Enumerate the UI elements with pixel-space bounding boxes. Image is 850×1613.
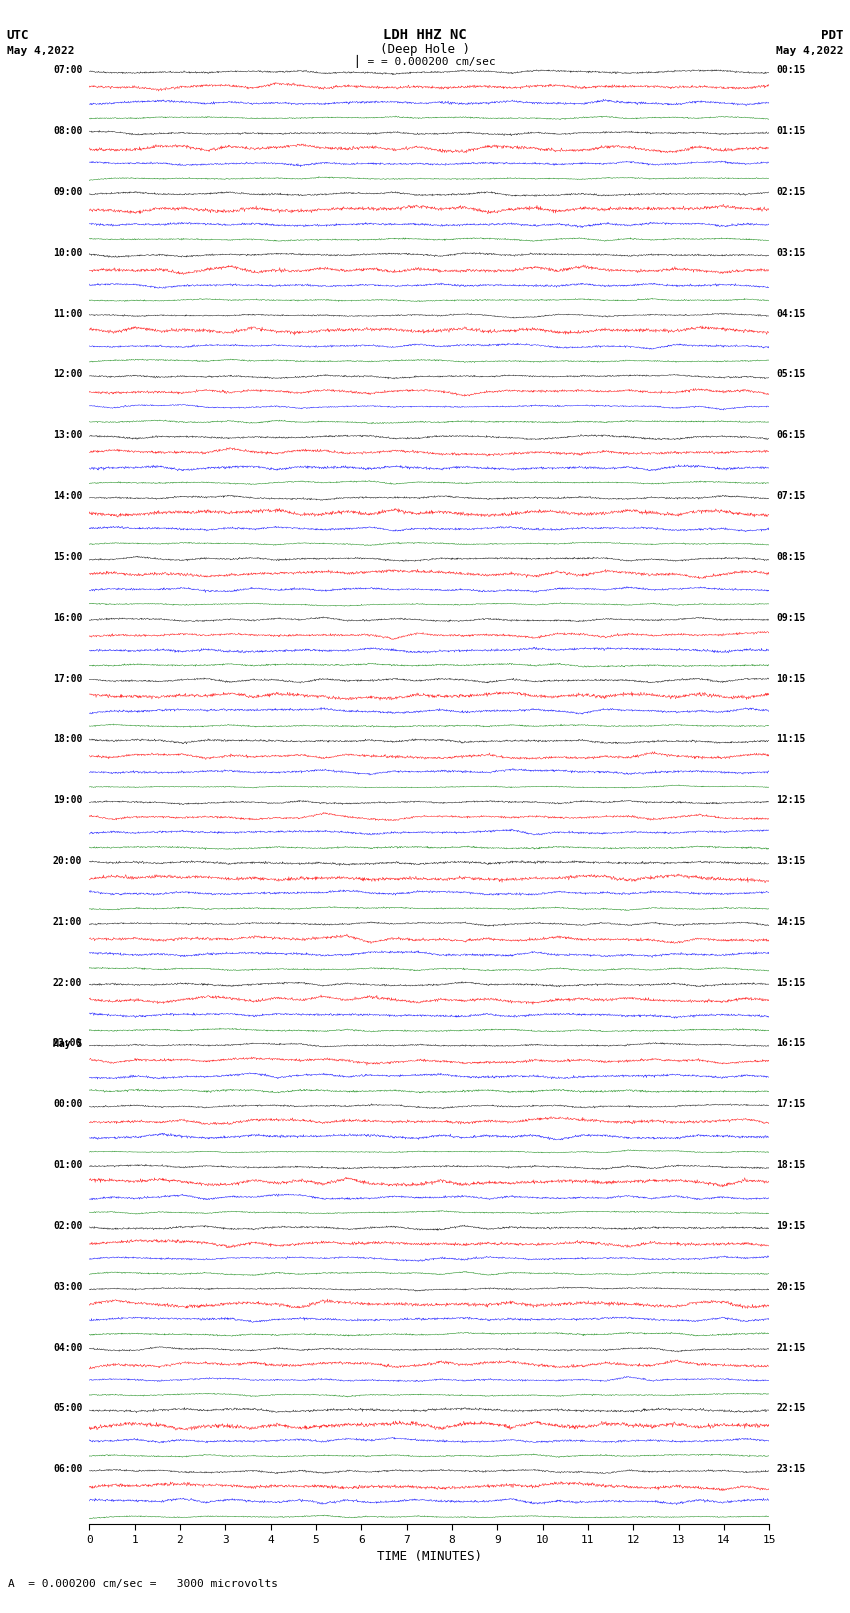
Text: 11:00: 11:00 (53, 308, 82, 319)
Text: 02:15: 02:15 (776, 187, 806, 197)
Text: 16:15: 16:15 (776, 1039, 806, 1048)
Text: 15:00: 15:00 (53, 552, 82, 561)
Text: 19:15: 19:15 (776, 1221, 806, 1231)
Text: 03:00: 03:00 (53, 1282, 82, 1292)
Text: 05:00: 05:00 (53, 1403, 82, 1413)
Text: 07:15: 07:15 (776, 490, 806, 502)
Text: 06:00: 06:00 (53, 1465, 82, 1474)
Text: May 4,2022: May 4,2022 (776, 47, 843, 56)
Text: 21:00: 21:00 (53, 916, 82, 927)
Text: UTC: UTC (7, 29, 29, 42)
Text: 07:00: 07:00 (53, 65, 82, 76)
Text: 23:00: 23:00 (53, 1039, 82, 1048)
Text: 12:15: 12:15 (776, 795, 806, 805)
Text: 22:00: 22:00 (53, 977, 82, 987)
Text: 16:00: 16:00 (53, 613, 82, 623)
Text: 14:15: 14:15 (776, 916, 806, 927)
Text: 15:15: 15:15 (776, 977, 806, 987)
Text: 04:15: 04:15 (776, 308, 806, 319)
Text: A  = 0.000200 cm/sec =   3000 microvolts: A = 0.000200 cm/sec = 3000 microvolts (8, 1579, 279, 1589)
Text: 18:15: 18:15 (776, 1160, 806, 1169)
Text: 09:00: 09:00 (53, 187, 82, 197)
Text: 11:15: 11:15 (776, 734, 806, 744)
Text: ⎮ = = 0.000200 cm/sec: ⎮ = = 0.000200 cm/sec (354, 55, 496, 68)
Text: (Deep Hole ): (Deep Hole ) (380, 44, 470, 56)
Text: 05:15: 05:15 (776, 369, 806, 379)
Text: 06:15: 06:15 (776, 431, 806, 440)
Text: 18:00: 18:00 (53, 734, 82, 744)
Text: 20:15: 20:15 (776, 1282, 806, 1292)
Text: 12:00: 12:00 (53, 369, 82, 379)
Text: 14:00: 14:00 (53, 490, 82, 502)
Text: PDT: PDT (821, 29, 843, 42)
Text: 13:00: 13:00 (53, 431, 82, 440)
Text: 04:00: 04:00 (53, 1342, 82, 1353)
Text: 00:00: 00:00 (53, 1100, 82, 1110)
Text: 10:00: 10:00 (53, 248, 82, 258)
Text: May 4,2022: May 4,2022 (7, 47, 74, 56)
Text: 17:00: 17:00 (53, 674, 82, 684)
Text: 20:00: 20:00 (53, 857, 82, 866)
Text: May 5: May 5 (53, 1039, 82, 1048)
Text: 17:15: 17:15 (776, 1100, 806, 1110)
X-axis label: TIME (MINUTES): TIME (MINUTES) (377, 1550, 482, 1563)
Text: 01:15: 01:15 (776, 126, 806, 135)
Text: 21:15: 21:15 (776, 1342, 806, 1353)
Text: 22:15: 22:15 (776, 1403, 806, 1413)
Text: 10:15: 10:15 (776, 674, 806, 684)
Text: 02:00: 02:00 (53, 1221, 82, 1231)
Text: 09:15: 09:15 (776, 613, 806, 623)
Text: 13:15: 13:15 (776, 857, 806, 866)
Text: 01:00: 01:00 (53, 1160, 82, 1169)
Text: 08:00: 08:00 (53, 126, 82, 135)
Text: 19:00: 19:00 (53, 795, 82, 805)
Text: 08:15: 08:15 (776, 552, 806, 561)
Text: 03:15: 03:15 (776, 248, 806, 258)
Text: 23:15: 23:15 (776, 1465, 806, 1474)
Text: 00:15: 00:15 (776, 65, 806, 76)
Text: LDH HHZ NC: LDH HHZ NC (383, 27, 467, 42)
